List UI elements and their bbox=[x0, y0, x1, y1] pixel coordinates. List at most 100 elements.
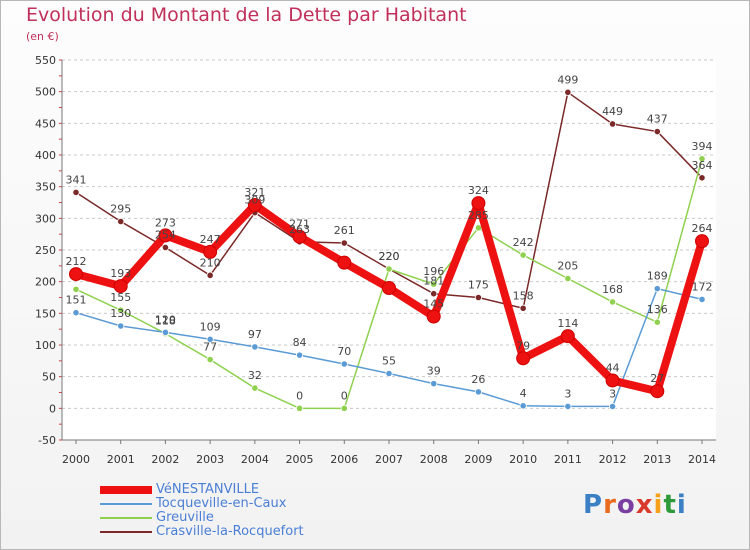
data-point bbox=[72, 285, 80, 293]
chart-unit: (en €) bbox=[26, 30, 59, 43]
logo-letter: x bbox=[635, 490, 654, 520]
legend: VéNESTANVILLE Tocqueville-en-Caux Greuvill… bbox=[100, 482, 360, 539]
data-point bbox=[337, 255, 352, 270]
x-tick-label: 2013 bbox=[643, 453, 671, 466]
series-lines bbox=[69, 88, 709, 412]
data-label: 341 bbox=[66, 173, 87, 186]
data-point bbox=[608, 120, 617, 128]
data-point bbox=[608, 402, 617, 411]
data-point bbox=[385, 369, 393, 378]
data-point bbox=[653, 318, 661, 326]
data-label: 168 bbox=[602, 283, 623, 296]
data-point bbox=[430, 280, 438, 288]
data-label: 120 bbox=[155, 313, 176, 326]
legend-swatch bbox=[100, 503, 152, 505]
data-label: 44 bbox=[606, 361, 620, 374]
data-point bbox=[72, 188, 80, 196]
data-point bbox=[203, 244, 218, 259]
data-point bbox=[251, 343, 259, 351]
data-label: 196 bbox=[423, 265, 444, 278]
data-label: 193 bbox=[110, 267, 131, 280]
data-point bbox=[430, 290, 438, 298]
x-tick-label: 2007 bbox=[375, 453, 403, 466]
data-point bbox=[206, 355, 214, 364]
data-point bbox=[340, 239, 348, 247]
y-tick-label: 50 bbox=[42, 371, 56, 384]
data-point bbox=[564, 402, 572, 411]
x-tick-label: 2011 bbox=[554, 453, 582, 466]
data-label: 242 bbox=[513, 236, 534, 249]
data-label: 261 bbox=[334, 224, 355, 237]
data-label: 499 bbox=[557, 73, 578, 86]
data-label: 263 bbox=[289, 223, 310, 236]
y-tick-label: 100 bbox=[35, 339, 56, 352]
data-point bbox=[653, 127, 661, 136]
data-point bbox=[158, 228, 173, 243]
data-point bbox=[117, 217, 125, 226]
data-point bbox=[251, 384, 259, 392]
data-label: 172 bbox=[692, 280, 713, 293]
data-point bbox=[206, 335, 214, 343]
logo-letter: o bbox=[616, 490, 636, 520]
x-tick-label: 2002 bbox=[151, 453, 179, 466]
data-point bbox=[653, 285, 661, 293]
data-label: 27 bbox=[650, 372, 664, 385]
logo-letter: t bbox=[663, 490, 677, 520]
logo-letter: i bbox=[676, 490, 687, 520]
data-point bbox=[72, 309, 80, 317]
data-label: 26 bbox=[471, 373, 485, 386]
data-label: 39 bbox=[427, 365, 441, 378]
data-point bbox=[608, 298, 617, 306]
logo-letter: r bbox=[603, 490, 617, 520]
x-tick-label: 2000 bbox=[62, 453, 90, 466]
data-point bbox=[161, 243, 170, 252]
data-label: 295 bbox=[110, 203, 131, 216]
data-point bbox=[117, 322, 125, 330]
data-label: 220 bbox=[379, 250, 400, 263]
x-tick-label: 2001 bbox=[107, 453, 135, 466]
x-tick-label: 2006 bbox=[330, 453, 358, 466]
legend-item: Greuville bbox=[100, 510, 360, 525]
legend-item: Tocqueville-en-Caux bbox=[100, 496, 360, 511]
x-tick-label: 2005 bbox=[286, 453, 314, 466]
data-point bbox=[471, 196, 486, 211]
data-label: 254 bbox=[155, 228, 176, 241]
data-label: 285 bbox=[468, 209, 489, 222]
y-tick-label: 200 bbox=[35, 276, 56, 289]
data-point bbox=[650, 384, 665, 399]
data-point bbox=[247, 198, 262, 213]
data-point bbox=[206, 271, 214, 279]
legend-swatch bbox=[100, 517, 152, 519]
data-point bbox=[695, 234, 709, 249]
data-point bbox=[430, 380, 438, 388]
data-point bbox=[117, 306, 125, 314]
data-point bbox=[474, 224, 483, 232]
legend-label: Greuville bbox=[156, 510, 214, 525]
legend-swatch bbox=[100, 486, 152, 494]
legend-item: Crasville-la-Rocquefort bbox=[100, 524, 360, 539]
data-point bbox=[564, 88, 572, 96]
x-tick-label: 2003 bbox=[196, 453, 224, 466]
data-label: 109 bbox=[200, 320, 221, 333]
data-label: 84 bbox=[293, 336, 307, 349]
data-label: 273 bbox=[155, 216, 176, 229]
data-label: 175 bbox=[468, 279, 489, 292]
data-point bbox=[113, 279, 128, 294]
data-label: 205 bbox=[557, 260, 578, 273]
x-tick-label: 2012 bbox=[599, 453, 627, 466]
data-point bbox=[519, 304, 527, 312]
data-label: 3 bbox=[609, 387, 616, 400]
data-point bbox=[519, 402, 527, 410]
x-tick-label: 2004 bbox=[241, 453, 269, 466]
chart-title: Evolution du Montant de la Dette par Hab… bbox=[26, 4, 467, 26]
data-label: 158 bbox=[513, 289, 534, 302]
data-label: 151 bbox=[66, 294, 87, 307]
y-tick-label: 500 bbox=[35, 86, 56, 99]
legend-label: Tocqueville-en-Caux bbox=[156, 496, 287, 511]
data-label: 247 bbox=[200, 233, 221, 246]
data-point bbox=[69, 267, 83, 282]
data-label: 437 bbox=[647, 113, 668, 126]
y-tick-label: -50 bbox=[38, 434, 56, 447]
data-point bbox=[382, 281, 396, 295]
